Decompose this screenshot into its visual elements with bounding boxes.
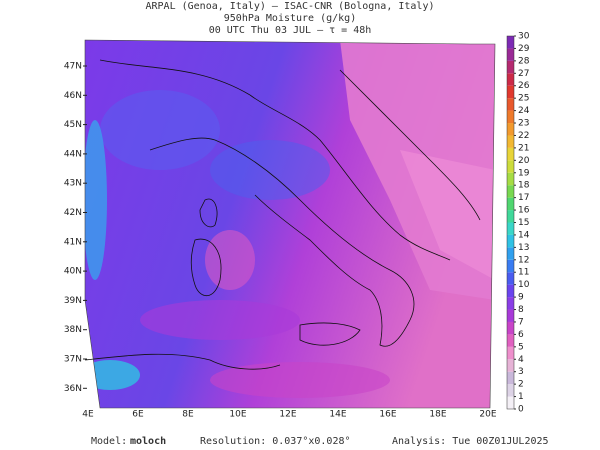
colorbar-segment — [507, 60, 514, 74]
moisture-field — [85, 40, 495, 408]
colorbar-segment — [507, 160, 514, 173]
colorbar-label: 11 — [518, 268, 529, 278]
colorbar-segment — [507, 334, 514, 347]
colorbar-label: 2 — [518, 380, 524, 390]
colorbar-segment — [507, 309, 514, 322]
lon-label: 14E — [329, 410, 346, 420]
colorbar-segment — [507, 123, 514, 136]
lat-label: 38N — [64, 325, 82, 335]
colorbar-segment — [507, 359, 514, 372]
lat-label: 43N — [64, 179, 82, 189]
footer-label: Model: — [91, 436, 127, 447]
colorbar-label: 15 — [518, 218, 529, 228]
colorbar-segment — [507, 147, 514, 161]
colorbar-label: 19 — [518, 168, 530, 178]
lat-label: 46N — [64, 91, 82, 101]
colorbar-label: 1 — [518, 392, 524, 402]
colorbar-label: 29 — [518, 44, 530, 54]
colorbar-label: 7 — [518, 317, 524, 327]
colorbar-label: 16 — [518, 206, 530, 216]
colorbar-segment — [507, 172, 514, 186]
colorbar-label: 5 — [518, 342, 524, 352]
colorbar-segment — [507, 284, 514, 298]
colorbar-label: 8 — [518, 305, 524, 315]
colorbar-label: 4 — [518, 355, 524, 365]
lat-label: 47N — [64, 62, 82, 72]
colorbar-label: 12 — [518, 255, 529, 265]
lat-label: 40N — [64, 267, 82, 277]
footer-analysis: Analysis: Tue 00Z01JUL2025 — [392, 436, 549, 447]
colorbar-segment — [507, 297, 514, 310]
lat-label: 42N — [64, 208, 82, 218]
colorbar-segment — [507, 48, 514, 61]
colorbar-segment — [507, 210, 514, 223]
colorbar-segment — [507, 197, 514, 211]
colorbar-label: 6 — [518, 330, 524, 340]
colorbar-segment — [507, 185, 514, 198]
footer-model: moloch — [130, 436, 166, 447]
colorbar-label: 26 — [518, 81, 530, 91]
colorbar-label: 27 — [518, 69, 529, 79]
colorbar-label: 18 — [518, 181, 530, 191]
lon-label: 18E — [429, 410, 446, 420]
colorbar-label: 24 — [518, 106, 530, 116]
colorbar-segment — [507, 384, 514, 397]
header-line: 950hPa Moisture (g/kg) — [224, 13, 356, 24]
colorbar-segment — [507, 85, 514, 99]
lat-label: 41N — [64, 237, 82, 247]
colorbar-segment — [507, 73, 514, 86]
header-line: 00 UTC Thu 03 JUL — τ = 48h — [209, 25, 372, 36]
colorbar-segment — [507, 222, 514, 235]
colorbar-label: 14 — [518, 230, 530, 240]
lon-label: 6E — [132, 410, 144, 420]
colorbar-label: 20 — [518, 156, 530, 166]
colorbar-label: 30 — [518, 32, 530, 42]
colorbar-segment — [507, 272, 514, 285]
colorbar-label: 28 — [518, 56, 530, 66]
lon-label: 4E — [82, 410, 94, 420]
header-line: ARPAL (Genoa, Italy) — ISAC-CNR (Bologna… — [146, 1, 435, 12]
colorbar-segment — [507, 259, 514, 273]
colorbar-label: 13 — [518, 243, 529, 253]
footer-resolution: Resolution: 0.037°x0.028° — [200, 436, 351, 447]
colorbar-label: 17 — [518, 193, 529, 203]
colorbar-segment — [507, 396, 514, 409]
lon-label: 8E — [182, 410, 194, 420]
lon-label: 16E — [379, 410, 396, 420]
lat-label: 45N — [64, 120, 82, 130]
colorbar-label: 22 — [518, 131, 529, 141]
colorbar-segment — [507, 110, 514, 124]
lon-label: 10E — [229, 410, 246, 420]
lat-label: 44N — [64, 149, 82, 159]
colorbar-label: 10 — [518, 280, 530, 290]
lat-label: 36N — [64, 384, 82, 394]
colorbar-label: 23 — [518, 119, 529, 129]
lat-label: 39N — [64, 296, 82, 306]
lon-label: 12E — [279, 410, 296, 420]
coastlines — [84, 59, 481, 370]
lat-label: 37N — [64, 355, 82, 365]
colorbar-segment — [507, 135, 514, 148]
colorbar-label: 25 — [518, 94, 529, 104]
lon-label: 20E — [479, 410, 496, 420]
colorbar-segment — [507, 321, 514, 335]
colorbar-segment — [507, 234, 514, 248]
colorbar-label: 21 — [518, 143, 529, 153]
colorbar-segment — [507, 346, 514, 360]
colorbar-segment — [507, 98, 514, 111]
colorbar-label: 0 — [518, 405, 524, 415]
colorbar-label: 9 — [518, 293, 524, 303]
colorbar-label: 3 — [518, 367, 524, 377]
colorbar-segment — [507, 371, 514, 385]
colorbar-segment — [507, 247, 514, 260]
colorbar-segment — [507, 36, 514, 49]
